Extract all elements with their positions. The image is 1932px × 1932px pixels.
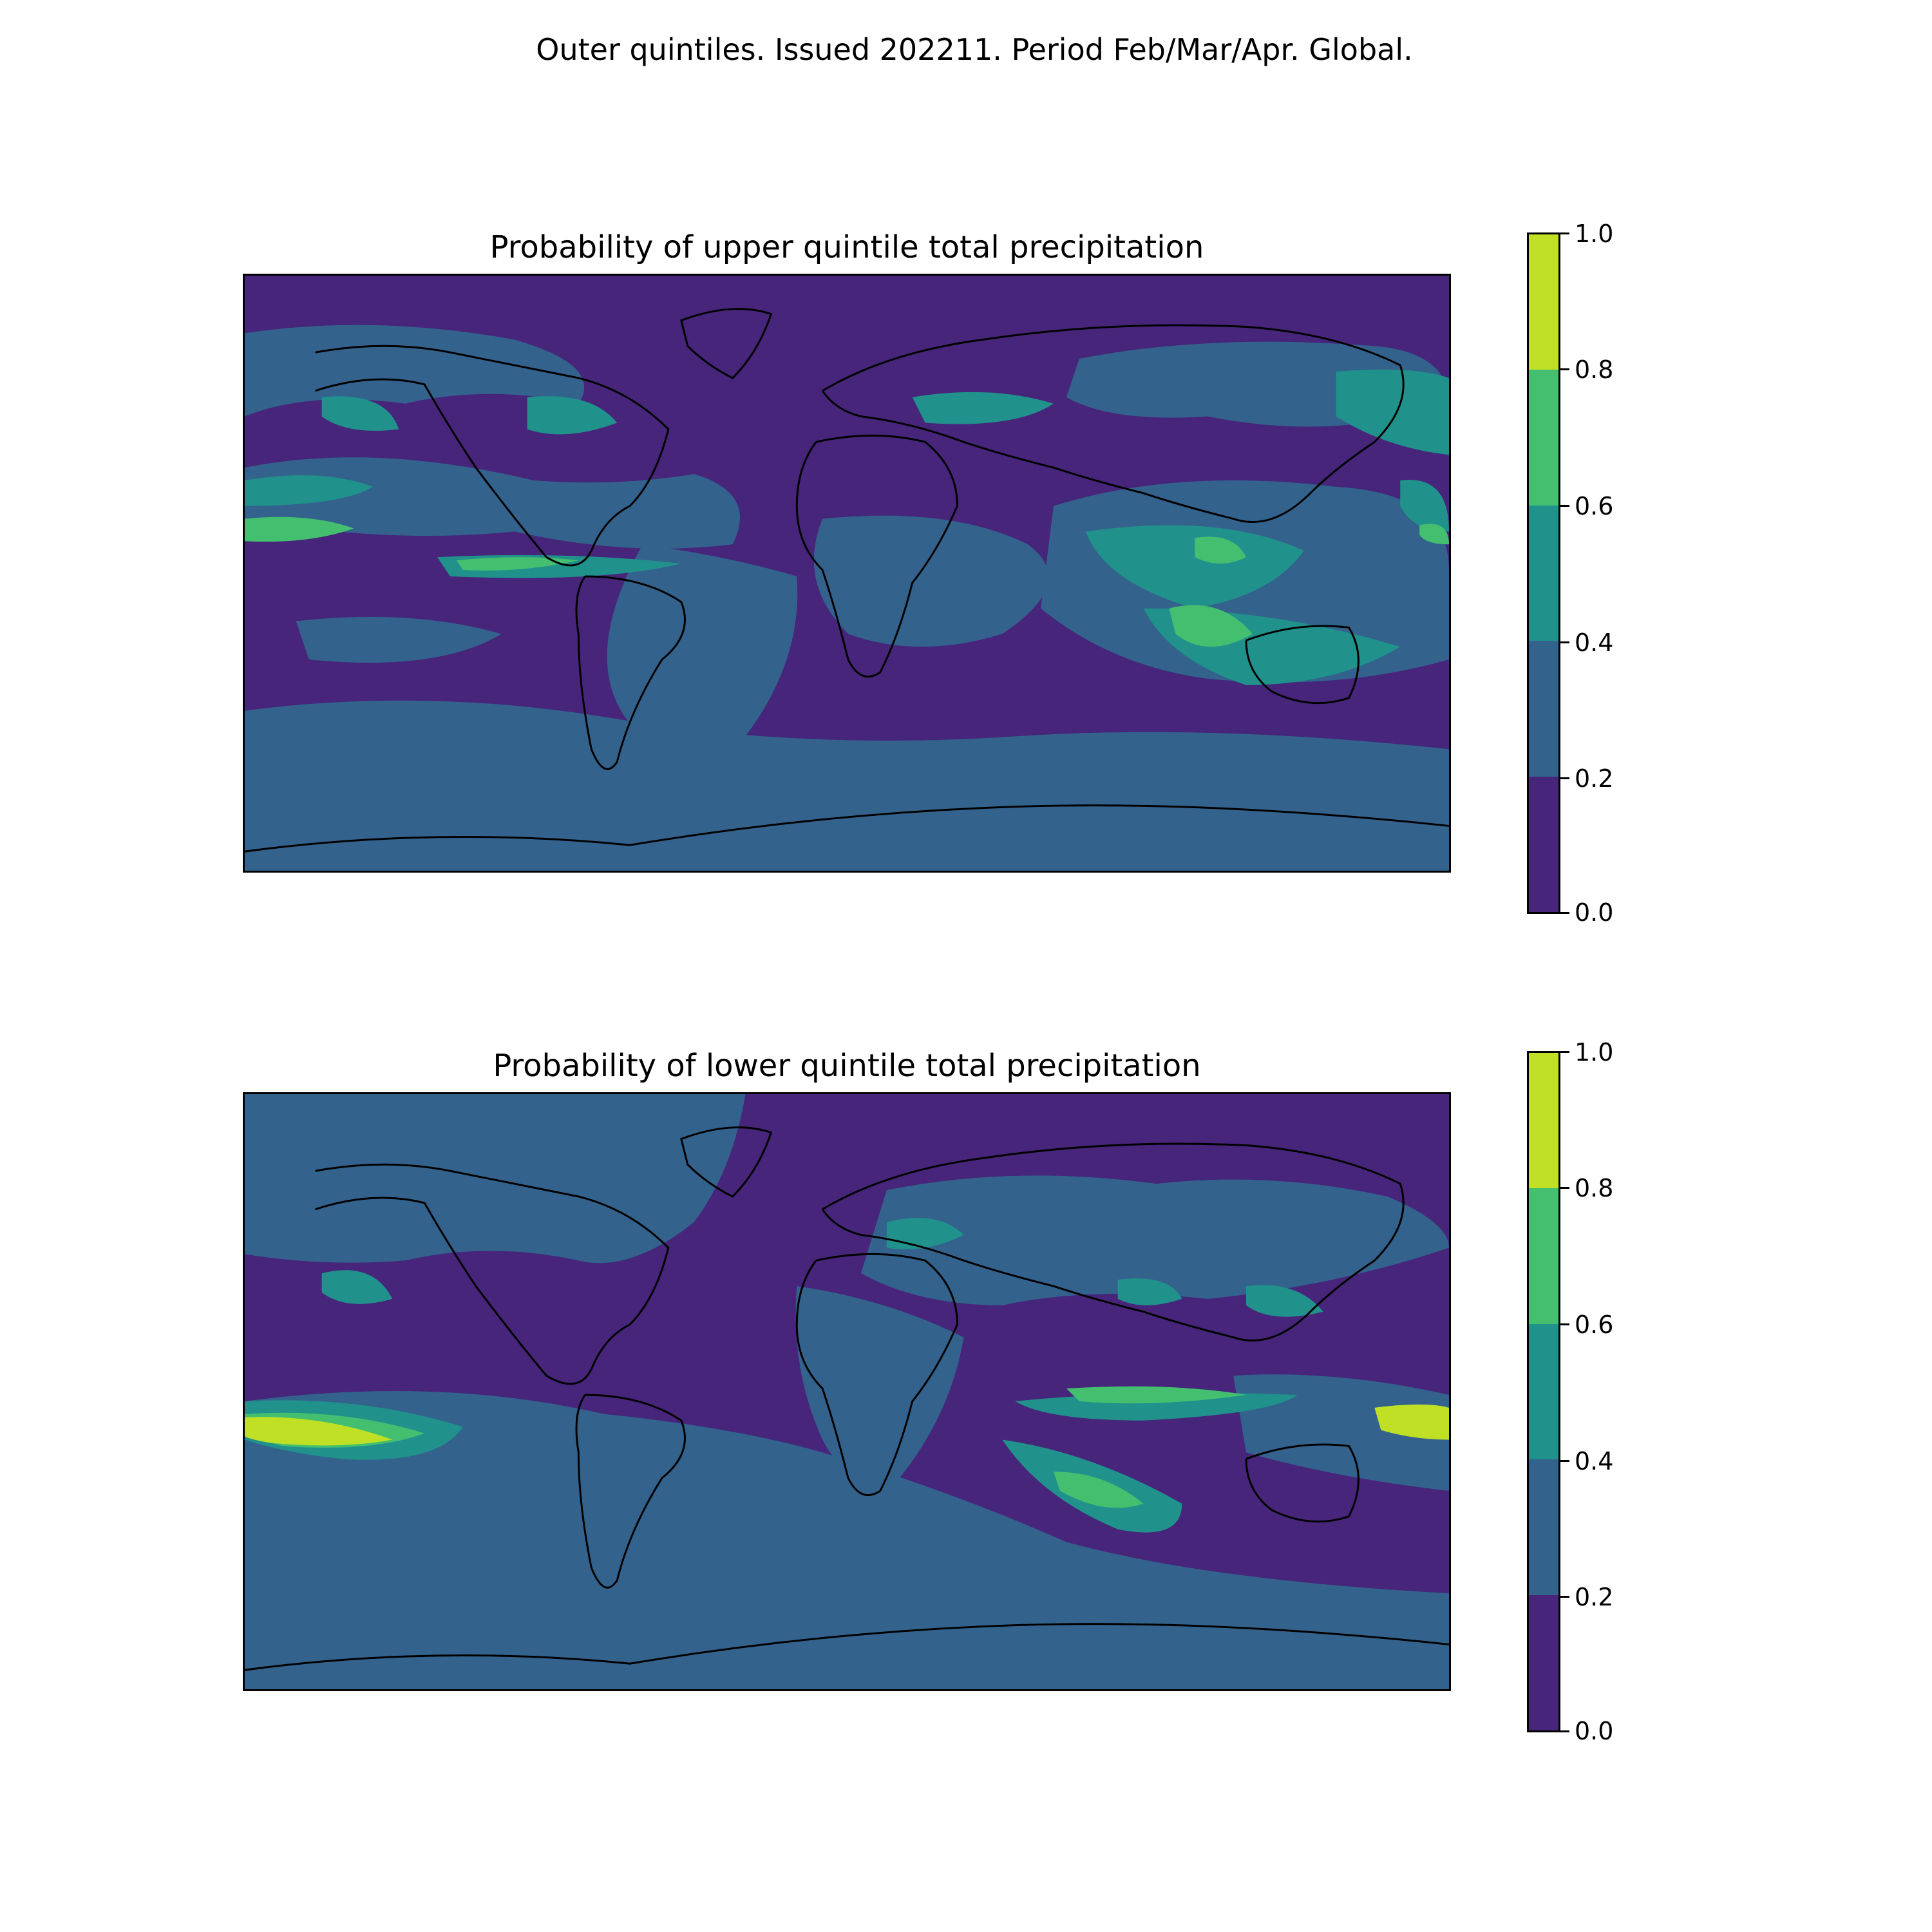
upper-colorbar-segment-2: [1529, 505, 1558, 641]
lower-quintile-map: [243, 1092, 1451, 1691]
upper-quintile-map: [243, 274, 1451, 873]
figure-title: Outer quintiles. Issued 202211. Period F…: [536, 32, 1413, 67]
upper-colorbar: [1527, 232, 1560, 914]
lower-colorbar-segment-1: [1529, 1459, 1558, 1595]
lower-cb-tick: [1560, 1323, 1569, 1325]
lower-cb-tick: [1560, 1460, 1569, 1462]
upper-cb-tick: [1560, 505, 1569, 507]
upper-colorbar-segment-3: [1529, 370, 1558, 506]
lower-cb-tick: [1560, 1187, 1569, 1189]
upper-cb-tick: [1560, 641, 1569, 643]
lower-cb-tick: [1560, 1051, 1569, 1053]
lower-panel-title: Probability of lower quintile total prec…: [493, 1048, 1201, 1084]
lower-cb-label: 0.8: [1575, 1174, 1614, 1202]
lower-cb-label: 0.2: [1575, 1583, 1614, 1611]
upper-cb-tick: [1560, 232, 1569, 234]
lower-cb-label: 0.4: [1575, 1447, 1614, 1475]
upper-colorbar-segment-4: [1529, 234, 1558, 370]
upper-cb-label: 0.8: [1575, 355, 1614, 384]
lower-cb-label: 0.0: [1575, 1717, 1614, 1745]
upper-cb-label: 1.0: [1575, 220, 1614, 248]
upper-cb-tick: [1560, 777, 1569, 779]
lower-colorbar-segment-2: [1529, 1323, 1558, 1460]
upper-colorbar-segment-1: [1529, 641, 1558, 777]
lower-colorbar-segment-3: [1529, 1188, 1558, 1324]
upper-panel-title: Probability of upper quintile total prec…: [489, 229, 1204, 265]
upper-cb-label: 0.0: [1575, 898, 1614, 927]
lower-cb-tick: [1560, 1730, 1569, 1732]
upper-colorbar-segment-0: [1529, 776, 1558, 912]
upper-cb-tick: [1560, 368, 1569, 370]
lower-map-canvas: [245, 1094, 1449, 1689]
lower-cb-tick: [1560, 1596, 1569, 1598]
upper-map-canvas: [245, 276, 1449, 871]
lower-cb-label: 1.0: [1575, 1038, 1614, 1066]
lower-cb-label: 0.6: [1575, 1311, 1614, 1339]
upper-cb-label: 0.2: [1575, 764, 1614, 793]
upper-cb-label: 0.4: [1575, 629, 1614, 657]
lower-colorbar-segment-0: [1529, 1595, 1558, 1730]
lower-colorbar-segment-4: [1529, 1052, 1558, 1189]
upper-cb-tick: [1560, 912, 1569, 914]
upper-cb-label: 0.6: [1575, 492, 1614, 520]
lower-colorbar: [1527, 1051, 1560, 1732]
